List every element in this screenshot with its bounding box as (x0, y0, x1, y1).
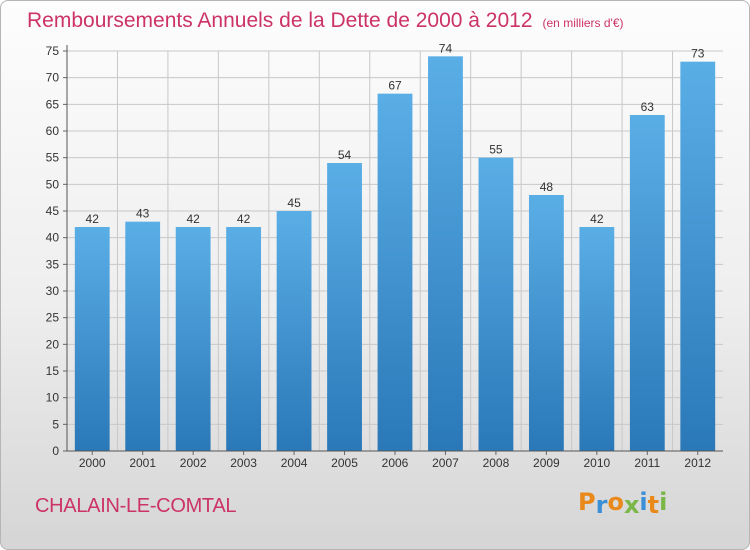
y-tick-label: 50 (46, 177, 60, 191)
x-tick-label-2008: 2008 (483, 456, 510, 470)
y-tick-label: 55 (46, 151, 60, 165)
chart-title-text: Remboursements Annuels de la Dette de 20… (27, 9, 533, 32)
x-tick-label-2005: 2005 (331, 456, 358, 470)
value-label-2011: 63 (641, 100, 655, 114)
x-tick-label-2002: 2002 (180, 456, 207, 470)
y-tick-label: 35 (46, 257, 60, 271)
value-label-2009: 48 (540, 180, 554, 194)
bar-2002 (175, 227, 211, 451)
y-tick-label: 25 (46, 311, 60, 325)
value-label-2006: 67 (388, 79, 402, 93)
value-label-2002: 42 (186, 212, 200, 226)
y-tick-label: 10 (46, 391, 60, 405)
x-tick-label-2006: 2006 (382, 456, 409, 470)
bar-2008 (478, 157, 514, 451)
axes: 0 5 10 15 20 25 30 35 40 45 50 55 60 65 70 75 2000 2001 20… (46, 44, 723, 470)
x-tick-label-2000: 2000 (79, 456, 106, 470)
y-tick-label: 40 (46, 231, 60, 245)
y-tick-label: 30 (46, 284, 60, 298)
bar-2006 (377, 93, 413, 452)
x-tick-label-2001: 2001 (129, 456, 156, 470)
y-tick-label: 45 (46, 204, 60, 218)
value-label-2000: 42 (86, 212, 100, 226)
bar-2005 (327, 163, 362, 451)
logo-letter: r (595, 491, 608, 519)
value-label-2001: 43 (136, 207, 150, 221)
x-tick-label-2011: 2011 (634, 456, 660, 470)
y-tick-label: 75 (46, 44, 60, 58)
chart-title: Remboursements Annuels de la Dette de 20… (27, 9, 624, 33)
value-label-2010: 42 (590, 212, 604, 226)
value-label-2005: 54 (338, 148, 352, 162)
value-label-2004: 45 (287, 196, 301, 210)
x-tick-label-2004: 2004 (281, 456, 308, 470)
y-tick-label: 5 (52, 417, 59, 431)
y-tick-label: 70 (46, 71, 60, 85)
bar-2004 (276, 211, 312, 451)
bar-2003 (226, 227, 262, 451)
proxiti-logo: Proxiti (578, 488, 668, 519)
x-tick-label-2007: 2007 (432, 456, 459, 470)
bar-2010 (579, 227, 615, 451)
y-tick-label: 20 (46, 337, 60, 351)
bar-2007 (428, 56, 463, 451)
bar-2001 (125, 221, 161, 451)
x-tick-label-2009: 2009 (533, 456, 560, 470)
logo-letter: o (607, 488, 624, 516)
bar-2012 (680, 61, 716, 452)
value-label-2012: 73 (691, 47, 705, 61)
logo-letter: t (647, 491, 660, 519)
logo-letter: x (623, 491, 640, 519)
value-label-2007: 74 (439, 41, 453, 55)
value-label-2003: 42 (237, 212, 251, 226)
bars (74, 56, 716, 452)
x-tick-label-2012: 2012 (684, 456, 711, 470)
bar-2009 (528, 195, 564, 451)
logo-letter: P (578, 488, 596, 516)
value-label-2008: 55 (489, 143, 503, 157)
logo-letter: i (639, 488, 648, 516)
y-tick-label: 0 (52, 444, 59, 458)
x-tick-label-2010: 2010 (583, 456, 610, 470)
y-tick-label: 15 (46, 364, 60, 378)
bar-2011 (629, 115, 665, 451)
y-tick-label: 60 (46, 124, 60, 138)
chart-subtitle: (en milliers d'€) (542, 16, 624, 30)
logo-letter: i (659, 488, 668, 516)
bar-2000 (74, 227, 110, 451)
x-tick-label-2003: 2003 (230, 456, 257, 470)
commune-name: CHALAIN-LE-COMTAL (35, 495, 237, 517)
y-tick-label: 65 (46, 97, 60, 111)
value-labels: 42 43 42 42 45 54 67 74 55 48 42 63 73 (86, 41, 705, 226)
